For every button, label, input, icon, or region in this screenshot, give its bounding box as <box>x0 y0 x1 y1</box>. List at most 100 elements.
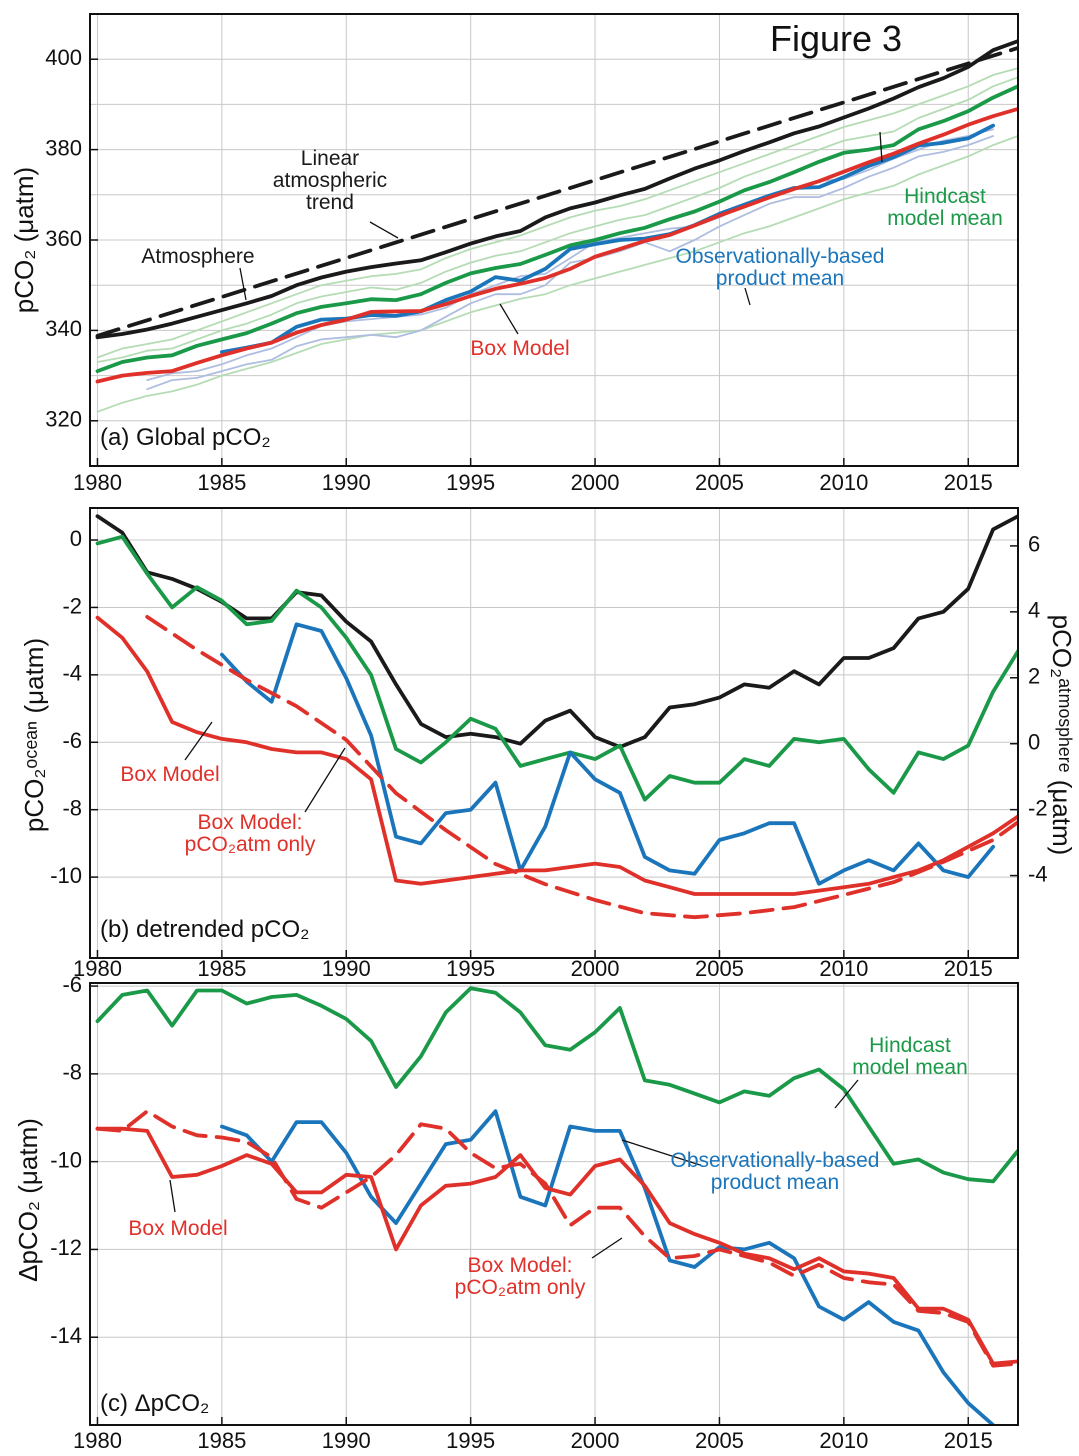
y2-tick-label: -2 <box>1028 795 1048 820</box>
x-tick-label: 1985 <box>197 470 246 495</box>
plot-background <box>90 983 1018 1425</box>
ensemble-line <box>146 128 994 381</box>
y2-tick-label: 2 <box>1028 664 1040 689</box>
x-tick-label: 2000 <box>571 470 620 495</box>
x-tick-label: 2000 <box>571 1428 620 1453</box>
x-tick-label: 1990 <box>322 956 371 981</box>
series-line <box>220 622 995 886</box>
x-tick-label: 2015 <box>944 1428 993 1453</box>
series-line <box>95 615 1018 896</box>
y-tick-label: 320 <box>45 407 82 432</box>
x-tick-label: 1985 <box>197 956 246 981</box>
leader-line <box>369 221 399 239</box>
plot-frame <box>89 13 1019 467</box>
series-label: Box Model: pCO₂atm only <box>454 1254 586 1299</box>
y-axis-title: ΔpCO₂ (μatm) <box>13 1118 43 1282</box>
x-tick-label: 2015 <box>944 956 993 981</box>
y-axis-title: pCO₂ᵒᶜᵉᵃⁿ (μatm) <box>19 638 49 832</box>
series-line <box>145 615 1018 920</box>
series-label: Observationally-based product mean <box>675 245 885 290</box>
x-tick-label: 1990 <box>322 1428 371 1453</box>
y-tick-label: -4 <box>62 661 82 686</box>
leader-line <box>499 303 519 335</box>
plot-background <box>90 508 1018 958</box>
y-tick-label: -14 <box>50 1323 82 1348</box>
panel-label: (a) Global pCO₂ <box>100 424 271 451</box>
series-line <box>95 46 1018 338</box>
leader-line <box>304 747 346 813</box>
series-line <box>95 84 1018 373</box>
leader-line <box>744 287 751 306</box>
x-tick-label: 1995 <box>446 956 495 981</box>
y-tick-label: -8 <box>62 1060 82 1085</box>
y-tick-label: 340 <box>45 316 82 341</box>
leader-line <box>879 131 883 163</box>
series-label: Box Model <box>120 763 220 786</box>
leader-line <box>169 1179 176 1213</box>
series-label: Box Model: pCO₂atm only <box>184 811 316 856</box>
series-label: Box Model <box>470 337 570 360</box>
x-tick-label: 2015 <box>944 470 993 495</box>
series-line <box>95 1109 1018 1368</box>
y-tick-label: 400 <box>45 45 82 70</box>
series-line <box>220 1109 995 1425</box>
x-tick-label: 2005 <box>695 470 744 495</box>
ensemble-line <box>96 135 1018 413</box>
leader-line <box>239 267 247 301</box>
y-tick-label: -6 <box>62 728 82 753</box>
x-tick-label: 2010 <box>819 1428 868 1453</box>
x-tick-label: 2005 <box>695 956 744 981</box>
series-line <box>95 986 1018 1184</box>
y-tick-label: -2 <box>62 593 82 618</box>
y-axis-title: pCO₂ (μatm) <box>9 167 39 313</box>
x-tick-label: 2000 <box>571 956 620 981</box>
leader-line <box>184 721 213 761</box>
series-line <box>95 514 1018 749</box>
leader-line <box>591 1237 623 1259</box>
x-tick-label: 1980 <box>73 1428 122 1453</box>
ensemble-line <box>96 76 1018 363</box>
leader-line <box>834 1079 859 1109</box>
series-label: Hindcast model mean <box>887 185 1003 230</box>
ensemble-line <box>146 135 994 391</box>
y-tick-label: 360 <box>45 226 82 251</box>
series-label: Linear atmospheric trend <box>272 147 388 214</box>
series-line <box>95 107 1018 384</box>
plot-lines <box>95 986 1018 1425</box>
x-tick-label: 2010 <box>819 470 868 495</box>
series-line <box>95 39 1018 340</box>
y-tick-label: -10 <box>50 863 82 888</box>
y2-axis-title: pCO₂ᵃᵗᵐᵒˢᵖʰᵉʳᵉ (μatm) <box>1047 615 1077 856</box>
series-label: Box Model <box>128 1217 228 1240</box>
x-tick-label: 1990 <box>322 470 371 495</box>
panel-label: (b) detrended pCO₂ <box>100 916 310 943</box>
x-tick-label: 1980 <box>73 956 122 981</box>
series-label: Atmosphere <box>141 245 255 268</box>
plot-lines <box>95 39 1018 413</box>
leader-line <box>621 1139 701 1166</box>
panel-label: (c) ΔpCO₂ <box>100 1390 210 1417</box>
y-tick-label: -6 <box>62 972 82 997</box>
x-tick-label: 2005 <box>695 1428 744 1453</box>
chart-title: Figure 3 <box>770 18 903 59</box>
x-tick-label: 1985 <box>197 1428 246 1453</box>
x-tick-label: 2010 <box>819 956 868 981</box>
x-tick-label: 1995 <box>446 1428 495 1453</box>
ensemble-line <box>96 67 1018 359</box>
series-label: Hindcast model mean <box>852 1034 968 1079</box>
y2-tick-label: -4 <box>1028 861 1048 886</box>
y-tick-label: 0 <box>70 526 82 551</box>
plot-frame <box>89 507 1019 959</box>
series-label: Observationally-based product mean <box>670 1149 880 1194</box>
x-tick-label: 1995 <box>446 470 495 495</box>
series-line <box>95 1126 1018 1366</box>
x-tick-label: 1980 <box>73 470 122 495</box>
y-tick-label: 380 <box>45 135 82 160</box>
y2-tick-label: 0 <box>1028 730 1040 755</box>
plot-lines <box>95 514 1018 920</box>
y-tick-label: -12 <box>50 1235 82 1260</box>
y2-tick-label: 6 <box>1028 532 1040 557</box>
y-tick-label: -8 <box>62 795 82 820</box>
